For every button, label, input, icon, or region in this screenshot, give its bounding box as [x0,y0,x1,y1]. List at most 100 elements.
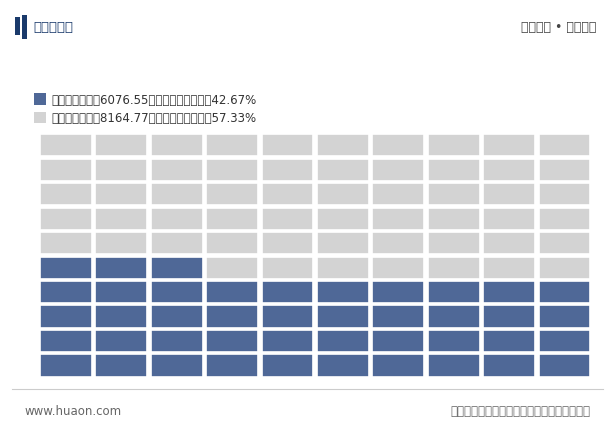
Bar [151,257,202,279]
Bar [261,330,313,352]
Bar [483,281,535,303]
Bar [40,330,92,352]
Bar [95,135,147,157]
Text: 数据来源：国家统计局，华经产业研究院整理: 数据来源：国家统计局，华经产业研究院整理 [450,404,590,417]
Bar [317,354,369,377]
Bar [317,281,369,303]
Bar [428,135,480,157]
Bar [317,135,369,157]
Text: 专业严谨 • 客观科学: 专业严谨 • 客观科学 [521,20,597,34]
Bar [151,159,202,181]
Bar [206,257,258,279]
Bar [539,354,590,377]
Bar [539,208,590,230]
Bar [317,306,369,328]
Bar [539,233,590,255]
Bar [261,306,313,328]
Bar [34,112,46,124]
Bar [95,233,147,255]
Bar [40,135,92,157]
Bar [373,208,424,230]
Bar [151,233,202,255]
Bar [206,135,258,157]
Bar [95,184,147,206]
Bar [34,94,46,106]
Bar [428,208,480,230]
Bar [428,257,480,279]
Bar [95,306,147,328]
Bar [539,257,590,279]
Bar [206,330,258,352]
Bar [428,306,480,328]
Bar [317,330,369,352]
Bar [206,281,258,303]
Bar [40,208,92,230]
Text: www.huaon.com: www.huaon.com [25,404,122,417]
Bar [483,306,535,328]
Bar [373,257,424,279]
Bar [373,306,424,328]
Bar [95,159,147,181]
Bar [206,306,258,328]
Bar [539,281,590,303]
Bar [539,159,590,181]
Bar [483,135,535,157]
Bar [428,330,480,352]
Bar [373,184,424,206]
Bar [539,306,590,328]
Bar [483,184,535,206]
Bar [317,184,369,206]
Bar [261,281,313,303]
Bar [483,257,535,279]
Bar [483,354,535,377]
Bar [261,208,313,230]
Bar [40,306,92,328]
Bar [206,184,258,206]
Bar [261,233,313,255]
Bar [317,208,369,230]
Bar [261,135,313,157]
Bar [40,281,92,303]
Bar [428,281,480,303]
Bar [206,354,258,377]
Bar [373,330,424,352]
Bar [151,354,202,377]
Text: 上年结转合同额8164.77亿元，占签订合同的57.33%: 上年结转合同额8164.77亿元，占签订合同的57.33% [51,112,256,125]
Bar [483,330,535,352]
Text: 本年新签合同额6076.55亿元，占签订合同的42.67%: 本年新签合同额6076.55亿元，占签订合同的42.67% [51,93,256,106]
Bar [151,306,202,328]
Bar [428,233,480,255]
Bar [261,159,313,181]
Bar [206,208,258,230]
Bar [428,159,480,181]
Bar [151,281,202,303]
Text: 华经情报网: 华经情报网 [34,20,74,34]
Bar [151,135,202,157]
Bar [151,184,202,206]
Bar [15,18,20,36]
Text: 2024年1-9月江西建筑业企业签订合同金额结构: 2024年1-9月江西建筑业企业签订合同金额结构 [143,57,472,76]
Bar [261,184,313,206]
Bar [40,159,92,181]
Bar [428,354,480,377]
Bar [95,208,147,230]
Bar [95,330,147,352]
Bar [539,184,590,206]
Bar [206,233,258,255]
Bar [40,257,92,279]
Bar [373,135,424,157]
Bar [95,354,147,377]
Bar [483,159,535,181]
Bar [373,281,424,303]
Bar [317,159,369,181]
Bar [539,135,590,157]
Bar [373,354,424,377]
Bar [22,17,27,40]
Bar [373,233,424,255]
Bar [373,159,424,181]
Bar [95,257,147,279]
Bar [539,330,590,352]
Bar [261,354,313,377]
Bar [40,354,92,377]
Bar [317,233,369,255]
